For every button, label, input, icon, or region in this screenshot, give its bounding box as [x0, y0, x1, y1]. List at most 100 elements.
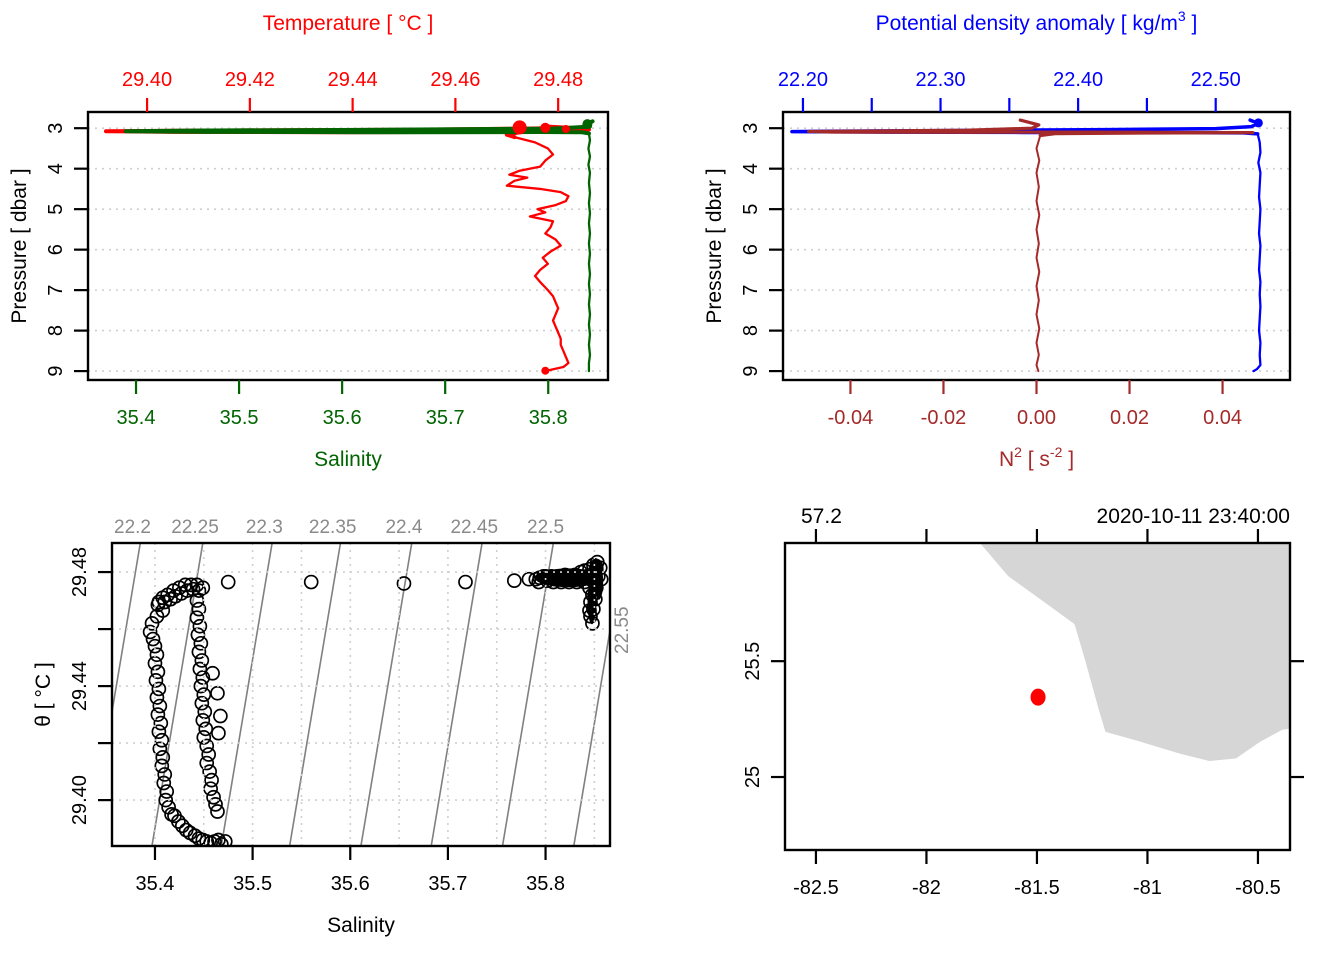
isopycnal-label: 22.25 — [171, 517, 219, 538]
ts-sample-point — [199, 834, 215, 846]
top-tick-label: 22.30 — [916, 69, 966, 91]
left-tick-label: 25 — [742, 766, 764, 788]
ts-sample-point — [201, 747, 217, 762]
station-map-content — [979, 543, 1290, 762]
ts-sample-point — [157, 767, 173, 782]
ts-sample-point — [208, 797, 223, 812]
left-tick-label: 5 — [45, 204, 67, 215]
ts-sample-point — [586, 557, 601, 573]
ts-sample-point — [191, 644, 207, 660]
top-axis-title: Temperature [ °C ] — [263, 12, 434, 35]
ts-sample-point — [154, 732, 170, 748]
ts-sample-point — [149, 647, 165, 663]
ts-sample-point — [151, 594, 167, 610]
top-tick-label: 29.44 — [328, 69, 378, 91]
ts-sample-point — [204, 772, 219, 788]
ts-sample-point — [585, 587, 600, 603]
panel-ts-diagram: 35.4 35.5 35.6 35.7 35.8 Salinity 29.40 29.44 29… — [32, 517, 633, 937]
temperature-surface-knots — [512, 120, 527, 135]
isopycnal-label: 22.35 — [309, 517, 357, 538]
panel-temperature-salinity-profile: 29.40 29.42 29.44 29.46 29.48 Temperature [ °… — [8, 12, 610, 471]
left-tick-label: 8 — [45, 325, 67, 336]
bottom-tick-label: -0.02 — [921, 407, 967, 429]
ts-sample-point — [152, 741, 168, 757]
ts-sample-point — [198, 721, 214, 737]
left-tick-label: 3 — [740, 123, 762, 134]
ts-sample-point — [458, 574, 473, 590]
top-tick-label: 22.20 — [778, 69, 828, 91]
station-number-annotation: 57.2 — [801, 505, 842, 528]
ts-sample-point — [202, 764, 217, 779]
ts-sample-point — [195, 832, 211, 846]
ts-sample-point — [154, 758, 170, 774]
ts-sample-point — [192, 618, 208, 634]
ts-sample-point — [151, 681, 167, 697]
left-tick-label: 9 — [740, 366, 762, 377]
left-tick-label: 29.44 — [69, 661, 91, 711]
isopycnal-label-right: 22.55 — [612, 606, 633, 654]
isopycnal-line — [288, 543, 342, 846]
ts-sample-point — [588, 591, 603, 607]
left-tick-label: 7 — [740, 285, 762, 296]
ts-sample-point — [149, 690, 165, 705]
ts-sample-point — [506, 573, 522, 588]
ts-sample-point — [213, 708, 228, 724]
bottom-tick-label: -80.5 — [1235, 877, 1281, 899]
coastline-land — [979, 543, 1290, 762]
isopycnal-line — [501, 543, 555, 846]
ts-sample-point — [199, 755, 215, 771]
ts-sample-point — [588, 580, 604, 596]
profile-density-n2-content — [790, 118, 1263, 373]
bottom-tick-label: 35.7 — [428, 873, 467, 895]
ts-sample-point — [155, 750, 171, 765]
ts-sample-point — [187, 828, 203, 844]
ts-sample-point — [145, 631, 161, 647]
left-tick-label: 5 — [740, 204, 762, 215]
bottom-tick-label: 35.5 — [233, 873, 272, 895]
isopycnal-line — [572, 625, 610, 846]
ts-sample-point — [147, 638, 163, 654]
bottom-tick-label: 35.4 — [135, 873, 174, 895]
density-surface-knot — [1253, 118, 1263, 128]
ts-sample-point — [553, 574, 569, 590]
bottom-tick-label: -82 — [912, 877, 941, 899]
ts-sample-point — [577, 574, 592, 590]
temperature-surface-knots — [540, 122, 551, 133]
ts-sample-point — [197, 704, 213, 720]
ts-sample-point — [171, 814, 186, 829]
ts-sample-point — [156, 775, 172, 791]
temperature-profile-line — [505, 135, 570, 373]
ts-sample-point — [150, 664, 166, 680]
top-tick-label: 29.46 — [430, 69, 480, 91]
ts-sample-point — [191, 601, 207, 617]
temperature-surface-knots — [561, 125, 570, 134]
isopycnal-line — [360, 543, 413, 846]
ts-diagram-content — [112, 543, 610, 846]
top-tick-label: 29.48 — [533, 69, 583, 91]
bottom-tick-label: 35.6 — [323, 407, 362, 429]
ts-sample-point — [159, 784, 175, 799]
bottom-axis-title: N2 [ s-2 ] — [999, 444, 1074, 471]
n2-surface-mixing-line — [806, 118, 1255, 138]
ts-sample-point — [194, 653, 210, 668]
ts-sample-point — [195, 670, 211, 685]
ts-sample-point — [142, 624, 158, 640]
ts-sample-point — [203, 781, 218, 797]
bottom-tick-label: -82.5 — [793, 877, 839, 899]
n2-profile-line — [1035, 134, 1042, 373]
bottom-axis-title: Salinity — [327, 914, 395, 937]
ts-sample-point — [199, 738, 215, 754]
station-time-annotation: 2020-10-11 23:40:00 — [1097, 505, 1290, 528]
isopycnal-label: 22.2 — [114, 517, 151, 538]
ts-sample-point — [144, 616, 160, 631]
profile-bottom-knot — [541, 366, 550, 375]
top-tick-label: 29.40 — [122, 69, 172, 91]
ts-sample-point — [152, 698, 168, 714]
bottom-tick-label: 35.6 — [331, 873, 370, 895]
ts-sample-point — [148, 673, 164, 688]
left-tick-label: 29.48 — [69, 547, 91, 597]
top-tick-label: 22.50 — [1191, 69, 1241, 91]
left-tick-label: 25.5 — [742, 642, 764, 681]
bottom-tick-label: 0.04 — [1203, 407, 1242, 429]
ts-sample-point — [158, 792, 174, 808]
